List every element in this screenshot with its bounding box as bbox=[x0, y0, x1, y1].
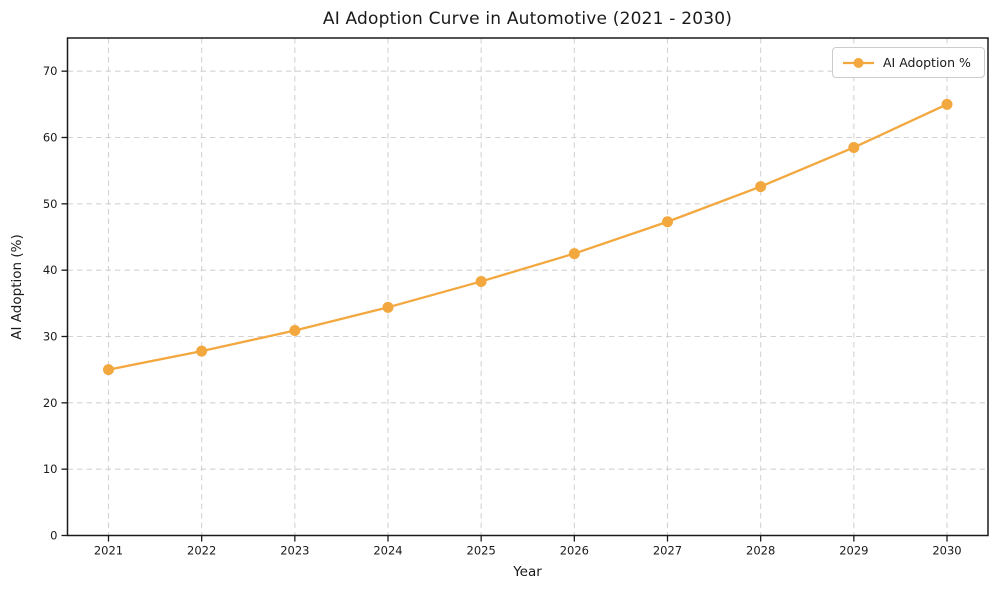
data-point-marker bbox=[196, 345, 208, 357]
x-tick-label: 2029 bbox=[839, 544, 868, 558]
data-point-marker bbox=[662, 216, 673, 228]
x-tick-label: 2025 bbox=[467, 544, 496, 558]
data-point-marker bbox=[289, 325, 301, 337]
data-line bbox=[107, 103, 949, 371]
legend-line-marker-icon bbox=[843, 57, 874, 68]
y-tick-label: 70 bbox=[43, 64, 58, 78]
y-tick-label: 40 bbox=[43, 263, 58, 277]
x-tick-label: 2022 bbox=[187, 544, 216, 558]
x-tick-label: 2027 bbox=[653, 544, 682, 558]
y-tick-label: 50 bbox=[43, 197, 58, 211]
y-tick-label: 20 bbox=[43, 396, 58, 410]
data-point-marker bbox=[103, 364, 114, 376]
x-tick-label: 2030 bbox=[932, 544, 961, 558]
data-point-marker bbox=[382, 301, 394, 313]
data-point-marker bbox=[848, 141, 860, 153]
data-point-marker bbox=[755, 181, 767, 193]
legend-label: AI Adoption % bbox=[883, 55, 971, 70]
data-point-marker bbox=[941, 98, 953, 110]
y-tick-label: 30 bbox=[43, 330, 58, 344]
y-tick-label: 0 bbox=[50, 529, 57, 543]
x-tick-label: 2024 bbox=[373, 544, 402, 558]
x-tick-label: 2023 bbox=[280, 544, 309, 558]
data-point-marker bbox=[568, 248, 580, 260]
x-tick-label: 2021 bbox=[94, 544, 123, 558]
x-tick-label: 2028 bbox=[746, 544, 775, 558]
y-tick-label: 60 bbox=[43, 131, 58, 145]
y-tick-label: 10 bbox=[43, 462, 58, 476]
y-axis-label: AI Adoption (%) bbox=[9, 234, 25, 340]
x-tick-label: 2026 bbox=[560, 544, 589, 558]
data-point-marker bbox=[475, 275, 487, 287]
x-axis-label: Year bbox=[513, 564, 542, 580]
legend: AI Adoption % bbox=[832, 47, 985, 78]
axes-frame bbox=[66, 37, 989, 537]
chart-title: AI Adoption Curve in Automotive (2021 - … bbox=[322, 9, 733, 29]
